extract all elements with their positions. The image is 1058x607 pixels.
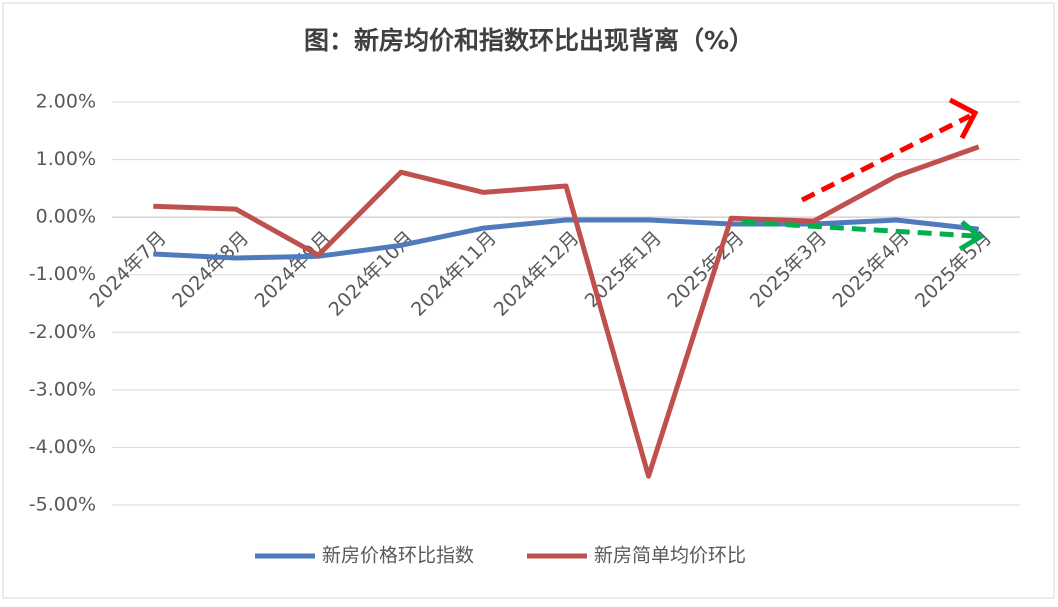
y-tick-label: 2.00% bbox=[36, 91, 96, 113]
y-tick-label: -2.00% bbox=[29, 321, 96, 343]
legend-label: 新房价格环比指数 bbox=[322, 545, 474, 567]
series-line bbox=[153, 217, 980, 261]
arrow-head bbox=[948, 97, 979, 140]
arrow-head bbox=[958, 220, 985, 252]
y-tick-label: -3.00% bbox=[29, 378, 96, 400]
trend-arrow bbox=[741, 219, 976, 239]
chart-border bbox=[2, 2, 1055, 599]
legend-label: 新房简单均价环比 bbox=[594, 545, 746, 567]
series-line bbox=[153, 144, 980, 479]
y-tick-label: -5.00% bbox=[29, 494, 96, 516]
trend-arrow bbox=[800, 113, 972, 203]
y-tick-label: -1.00% bbox=[29, 263, 96, 285]
y-tick-label: 1.00% bbox=[36, 148, 96, 170]
chart-title: 图：新房均价和指数环比出现背离（%） bbox=[304, 26, 754, 55]
y-tick-label: 0.00% bbox=[36, 206, 96, 228]
y-tick-label: -4.00% bbox=[29, 436, 96, 458]
